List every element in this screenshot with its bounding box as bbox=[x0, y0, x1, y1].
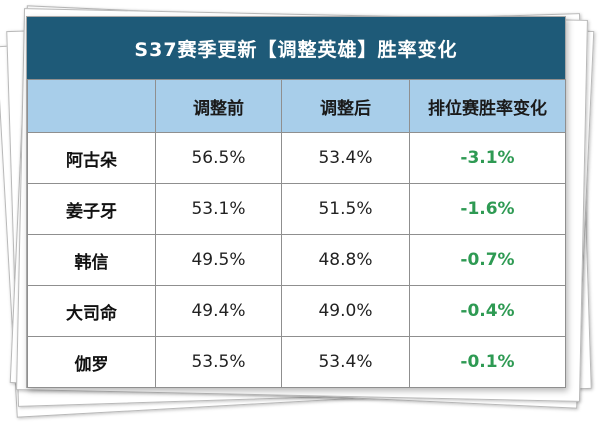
table-body: 阿古朵 56.5% 53.4% -3.1% 姜子牙 53.1% 51.5% -1… bbox=[28, 133, 566, 388]
header-cell-change: 排位赛胜率变化 bbox=[410, 80, 566, 133]
after-rate-cell: 48.8% bbox=[282, 235, 410, 286]
header-row: 调整前 调整后 排位赛胜率变化 bbox=[28, 80, 566, 133]
table-row: 伽罗 53.5% 53.4% -0.1% bbox=[28, 337, 566, 388]
before-rate-cell: 56.5% bbox=[156, 133, 282, 184]
header-cell-before: 调整前 bbox=[156, 80, 282, 133]
change-rate-cell: -3.1% bbox=[410, 133, 566, 184]
header-cell-hero bbox=[28, 80, 156, 133]
change-rate-cell: -0.4% bbox=[410, 286, 566, 337]
hero-name-cell: 姜子牙 bbox=[28, 184, 156, 235]
after-rate-cell: 53.4% bbox=[282, 133, 410, 184]
header-cell-after: 调整后 bbox=[282, 80, 410, 133]
table-row: 韩信 49.5% 48.8% -0.7% bbox=[28, 235, 566, 286]
table-row: 阿古朵 56.5% 53.4% -3.1% bbox=[28, 133, 566, 184]
table-header: 调整前 调整后 排位赛胜率变化 bbox=[28, 80, 566, 133]
before-rate-cell: 53.1% bbox=[156, 184, 282, 235]
card-title: S37赛季更新【调整英雄】胜率变化 bbox=[27, 17, 565, 79]
hero-name-cell: 伽罗 bbox=[28, 337, 156, 388]
change-rate-cell: -0.1% bbox=[410, 337, 566, 388]
table-row: 大司命 49.4% 49.0% -0.4% bbox=[28, 286, 566, 337]
win-rate-card: S37赛季更新【调整英雄】胜率变化 调整前 调整后 排位赛胜率变化 阿古朵 56… bbox=[26, 16, 566, 388]
win-rate-table: 调整前 调整后 排位赛胜率变化 阿古朵 56.5% 53.4% -3.1% 姜子… bbox=[27, 79, 566, 388]
before-rate-cell: 49.4% bbox=[156, 286, 282, 337]
change-rate-cell: -0.7% bbox=[410, 235, 566, 286]
before-rate-cell: 49.5% bbox=[156, 235, 282, 286]
before-rate-cell: 53.5% bbox=[156, 337, 282, 388]
hero-name-cell: 韩信 bbox=[28, 235, 156, 286]
hero-name-cell: 阿古朵 bbox=[28, 133, 156, 184]
table-row: 姜子牙 53.1% 51.5% -1.6% bbox=[28, 184, 566, 235]
after-rate-cell: 51.5% bbox=[282, 184, 410, 235]
after-rate-cell: 53.4% bbox=[282, 337, 410, 388]
hero-name-cell: 大司命 bbox=[28, 286, 156, 337]
change-rate-cell: -1.6% bbox=[410, 184, 566, 235]
after-rate-cell: 49.0% bbox=[282, 286, 410, 337]
